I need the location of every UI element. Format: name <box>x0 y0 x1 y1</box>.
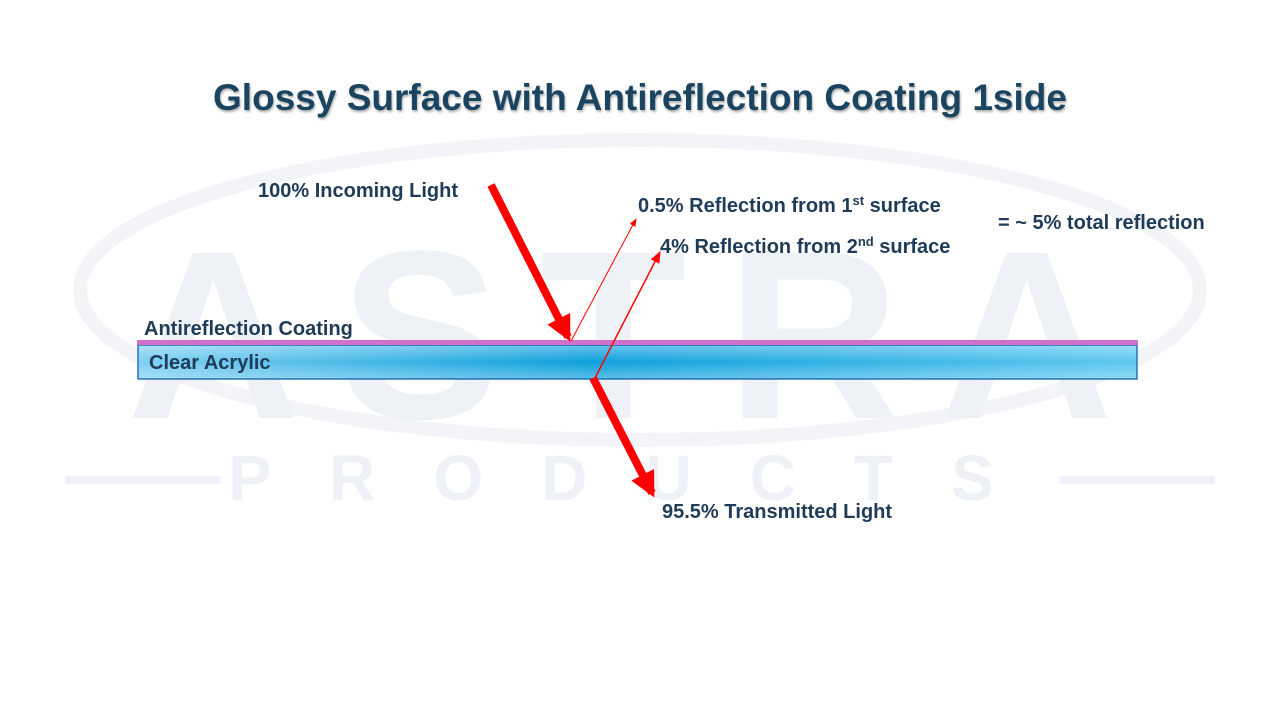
label-text: 4% Reflection from 2 <box>660 236 858 258</box>
total-label: = ~ 5% total reflection <box>998 212 1205 234</box>
acrylic-label: Clear Acrylic <box>149 352 271 374</box>
reflection-1-label: 0.5% Reflection from 1st surface <box>638 193 941 217</box>
label-text: 0.5% Reflection from 1 <box>638 195 853 217</box>
coating-layer <box>137 340 1138 345</box>
title: Glossy Surface with Antireflection Coati… <box>213 77 1067 118</box>
label-tail: surface <box>874 236 951 258</box>
transmitted-label: 95.5% Transmitted Light <box>662 501 892 523</box>
watermark-swoosh <box>73 133 1207 447</box>
label-sup: nd <box>858 234 874 249</box>
coating-label: Antireflection Coating <box>144 318 353 340</box>
watermark-tagline: PRODUCTS <box>228 442 1051 514</box>
label-tail: surface <box>864 195 941 217</box>
reflection-2-label: 4% Reflection from 2nd surface <box>660 234 950 258</box>
acrylic-shine <box>139 346 1136 378</box>
reflection-1-arrow <box>570 218 637 342</box>
incoming-arrow <box>487 183 572 342</box>
transmitted-arrow <box>589 376 656 498</box>
incoming-label: 100% Incoming Light <box>258 180 458 202</box>
reflection-2-arrow <box>594 250 661 379</box>
label-sup: st <box>853 193 865 208</box>
